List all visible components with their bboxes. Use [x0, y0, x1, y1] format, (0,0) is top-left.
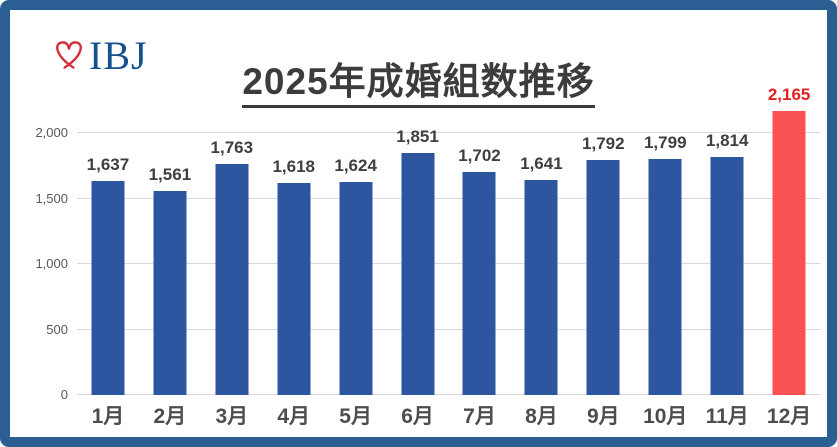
y-tick-label: 0	[60, 387, 68, 402]
x-axis-label-7月: 7月	[463, 405, 496, 428]
bar-5月	[339, 182, 373, 395]
gridline	[77, 394, 820, 395]
x-axis-label-6月: 6月	[401, 405, 434, 428]
bar-7月	[462, 172, 496, 395]
bar-value-label: 1,637	[86, 154, 130, 174]
bar-slot: 1,851	[387, 127, 449, 395]
gridline	[77, 132, 820, 133]
bar-1月	[91, 180, 125, 395]
bar-value-label: 1,799	[643, 133, 687, 153]
x-axis-label-10月: 10月	[643, 405, 688, 428]
bar-slot: 1,641	[510, 133, 572, 395]
x-axis-label-4月: 4月	[277, 405, 311, 428]
bar-slot: 1,637	[77, 133, 139, 395]
gridline	[77, 197, 820, 199]
bar-slot: 1,799	[634, 133, 696, 395]
bar-slot: 1,618	[263, 133, 325, 395]
bar-value-label: 1,624	[334, 156, 377, 176]
bar-value-label: 1,561	[148, 164, 192, 184]
plot-area: 1,637 1,561 1,763 1,618 1,624 1,851 1,702 1,641…	[77, 85, 820, 395]
bar-6月	[401, 152, 435, 395]
y-tick-label: 500	[46, 321, 68, 337]
bar-slot: 1,763	[201, 133, 263, 395]
bar-value-label: 1,814	[705, 131, 749, 151]
bar-value-label: 1,702	[458, 146, 501, 166]
bar-value-label: 1,618	[272, 157, 315, 177]
x-axis-labels: 1月 2月 3月 4月 5月 6月 7月 8月 9月 10月 11月 12月	[77, 402, 820, 432]
bar-4月	[277, 183, 311, 395]
bar-slot: 1,561	[139, 133, 201, 395]
bar-slot: 2,165	[758, 85, 820, 395]
x-axis-label-3月: 3月	[215, 405, 249, 428]
x-axis-label-2月: 2月	[153, 405, 187, 428]
bar-slot: 1,814	[696, 131, 758, 395]
ibj-logo: IBJ	[52, 36, 148, 76]
chart-title: 2025年成婚組数推移	[242, 61, 595, 108]
bar-value-label: 2,165	[767, 85, 811, 105]
chart-title-wrap: 2025年成婚組数推移	[10, 61, 827, 108]
gridline	[77, 328, 820, 330]
x-axis-label-11月: 11月	[705, 405, 749, 428]
bar-3月	[215, 164, 249, 395]
heart-outline-icon	[56, 41, 82, 69]
bar-slot: 1,624	[325, 133, 387, 395]
x-axis-label-1月: 1月	[91, 405, 125, 428]
x-axis-label-8月: 8月	[525, 405, 558, 428]
bar-value-label: 1,851	[396, 126, 439, 146]
bar-value-label: 1,641	[520, 154, 563, 174]
bar-slot: 1,792	[572, 133, 634, 395]
bar-value-label: 1,792	[582, 134, 625, 154]
x-axis-label-9月: 9月	[586, 405, 620, 428]
logo-text: IBJ	[89, 33, 148, 78]
bar-8月	[524, 180, 558, 395]
bar-9月	[586, 160, 620, 395]
y-tick-label: 1,500	[35, 190, 68, 206]
bar-12月	[772, 111, 806, 395]
y-axis-tick-labels: 0 500 1,000 1,500 2,000	[16, 125, 68, 402]
y-tick-label: 2,000	[35, 125, 68, 140]
x-axis-label-5月: 5月	[339, 405, 372, 428]
bar-slot: 1,702	[449, 133, 511, 395]
x-axis-label-12月: 12月	[766, 405, 812, 428]
bar-10月	[648, 159, 682, 395]
y-tick-label: 1,000	[35, 256, 68, 271]
bar-2月	[153, 190, 187, 395]
bar-value-label: 1,763	[210, 138, 254, 158]
gridline	[77, 263, 820, 264]
bar-11月	[710, 157, 744, 395]
bars: 1,637 1,561 1,763 1,618 1,624 1,851 1,702 1,641…	[77, 85, 820, 395]
